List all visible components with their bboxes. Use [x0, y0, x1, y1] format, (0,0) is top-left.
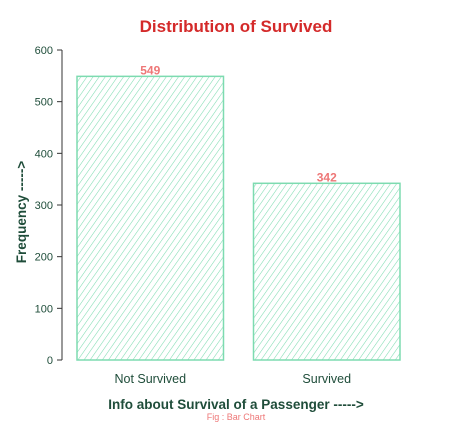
x-ticks: Not Survived Survived	[114, 372, 351, 386]
bars-group	[76, 75, 401, 361]
x-tick-label: Not Survived	[114, 372, 186, 386]
y-tick-label: 400	[35, 148, 53, 160]
data-labels-group: 549 342	[140, 63, 337, 184]
y-tick-label: 100	[35, 303, 53, 315]
y-tick-label: 600	[35, 45, 53, 57]
chart-title: Distribution of Survived	[140, 17, 333, 36]
figure-caption: Fig : Bar Chart	[207, 412, 266, 422]
bar-value-label: 549	[140, 63, 160, 77]
y-tick-label: 0	[47, 355, 53, 367]
y-tick-label: 300	[35, 200, 53, 212]
x-tick-label: Survived	[302, 372, 351, 386]
y-tick-label: 200	[35, 252, 53, 264]
y-axis-label: Frequency ----->	[14, 161, 29, 264]
y-ticks: 0 100 200 300 400 500 600	[35, 45, 62, 367]
bar-value-label: 342	[317, 170, 337, 184]
x-axis-label: Info about Survival of a Passenger -----…	[108, 397, 364, 412]
y-tick-label: 500	[35, 97, 53, 109]
bar-not-survived	[76, 75, 225, 361]
bar-survived	[252, 182, 401, 361]
